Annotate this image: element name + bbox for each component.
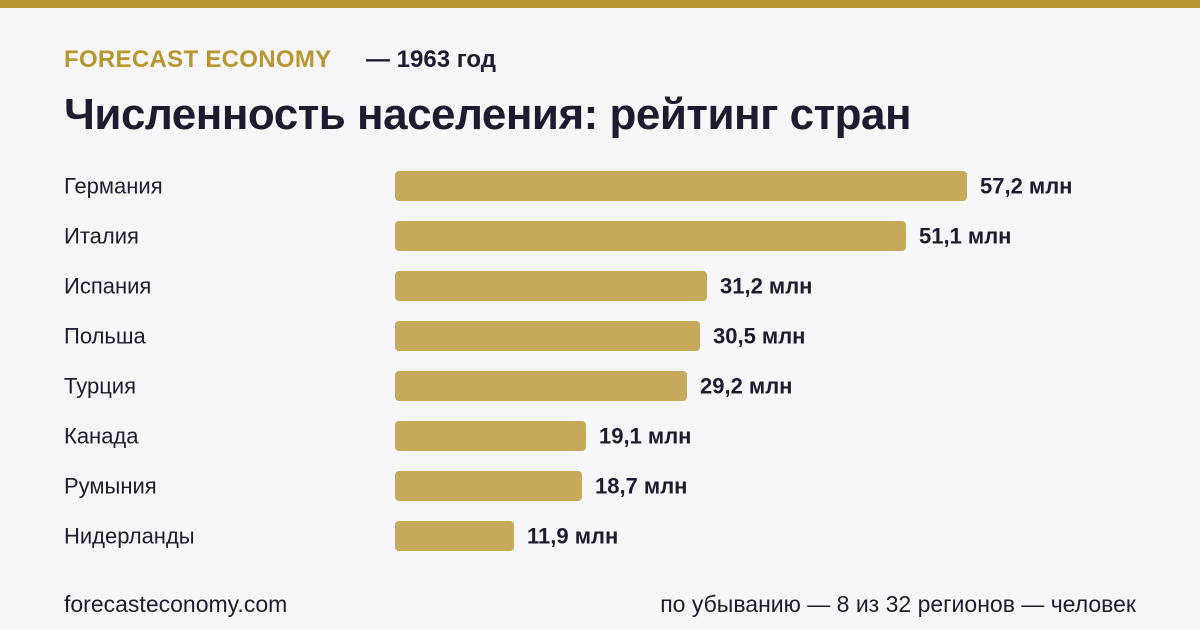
year-label: — 1963 год: [366, 46, 496, 73]
value-label: 29,2 млн: [700, 374, 792, 399]
chart-title: Численность населения: рейтинг стран: [64, 90, 912, 139]
category-label: Канада: [64, 424, 139, 449]
bar: [395, 171, 967, 201]
value-label: 11,9 млн: [527, 524, 618, 549]
value-label: 51,1 млн: [919, 224, 1011, 249]
top-accent-bar: [0, 0, 1200, 8]
category-label: Италия: [64, 224, 139, 249]
footer-site[interactable]: forecasteconomy.com: [64, 591, 288, 617]
value-label: 57,2 млн: [980, 174, 1072, 199]
bar: [395, 321, 700, 351]
footer-note: по убыванию — 8 из 32 регионов — человек: [660, 591, 1136, 617]
value-label: 19,1 млн: [599, 424, 691, 449]
bar: [395, 471, 582, 501]
bar: [395, 371, 687, 401]
category-label: Польша: [64, 324, 147, 349]
value-label: 30,5 млн: [713, 324, 805, 349]
bar: [395, 271, 707, 301]
category-label: Нидерланды: [64, 524, 195, 549]
category-label: Турция: [64, 374, 136, 399]
category-label: Испания: [64, 274, 151, 299]
category-label: Румыния: [64, 474, 157, 499]
category-label: Германия: [64, 174, 163, 199]
bar: [395, 221, 906, 251]
brand-name: FORECAST ECONOMY: [64, 46, 332, 73]
value-label: 31,2 млн: [720, 274, 812, 299]
value-label: 18,7 млн: [595, 474, 687, 499]
bar: [395, 521, 514, 551]
bar: [395, 421, 586, 451]
